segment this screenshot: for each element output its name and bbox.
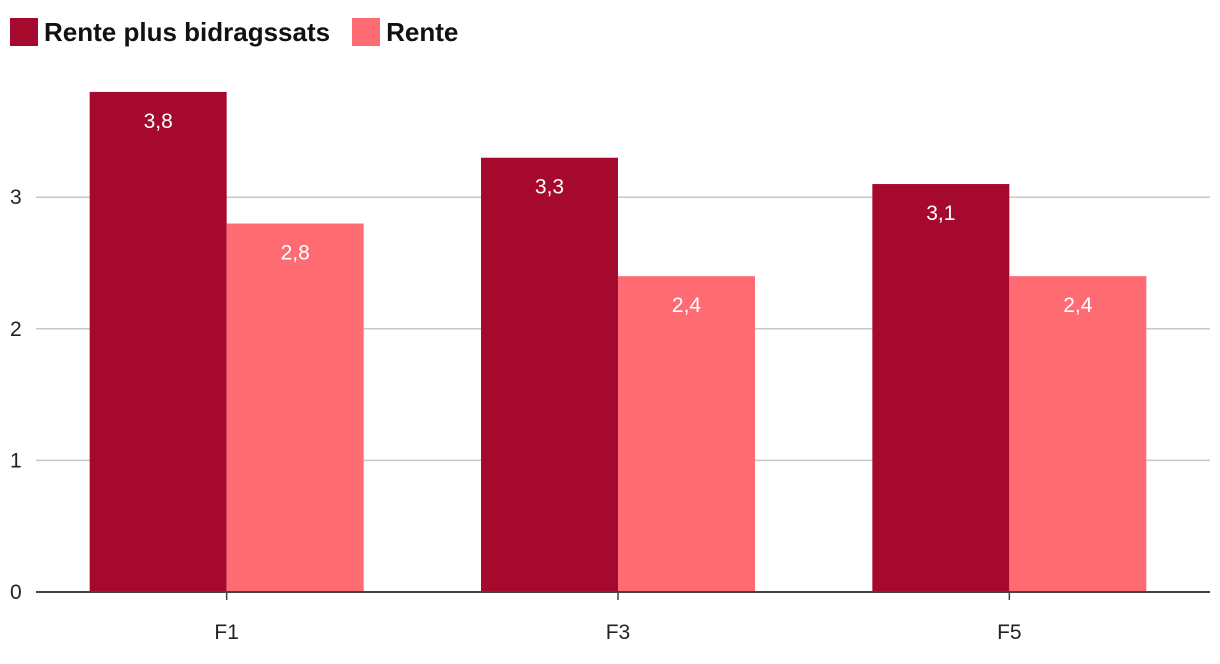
- data-label-f3-series-1: 3,3: [535, 176, 564, 199]
- data-label-f5-series-1: 3,1: [926, 202, 955, 225]
- bar-f3-series-1: [481, 157, 618, 592]
- x-tick-label-f1: F1: [214, 621, 239, 644]
- data-label-f5-series-2: 2,4: [1063, 294, 1093, 317]
- x-tick-label-f5: F5: [997, 621, 1022, 644]
- x-tick-label-f3: F3: [606, 621, 631, 644]
- bar-f5-series-1: [872, 184, 1010, 593]
- data-label-f3-series-2: 2,4: [672, 294, 702, 317]
- bar-f1-series-1: [89, 91, 227, 593]
- legend-swatch-rente: [352, 18, 381, 46]
- bar-f3-series-2: [618, 276, 755, 592]
- y-tick-label-1: 1: [10, 449, 22, 472]
- legend-label-rente: Rente: [386, 16, 459, 47]
- legend-item-rente-plus-bidragssats: Rente plus bidragssats: [10, 17, 330, 48]
- legend-item-rente: Rente: [352, 17, 458, 48]
- legend: Rente plus bidragssats Rente: [10, 14, 480, 50]
- data-label-f1-series-2: 2,8: [281, 242, 310, 265]
- bar-f1-series-2: [226, 223, 364, 592]
- y-tick-label-2: 2: [10, 318, 22, 341]
- legend-swatch-rente-plus-bidragssats: [10, 18, 38, 46]
- bar-f5-series-2: [1009, 276, 1147, 592]
- data-label-f1-series-1: 3,8: [144, 110, 173, 133]
- y-tick-label-3: 3: [10, 186, 22, 209]
- y-tick-label-0: 0: [10, 581, 22, 604]
- legend-label-rente-plus-bidragssats: Rente plus bidragssats: [44, 16, 331, 47]
